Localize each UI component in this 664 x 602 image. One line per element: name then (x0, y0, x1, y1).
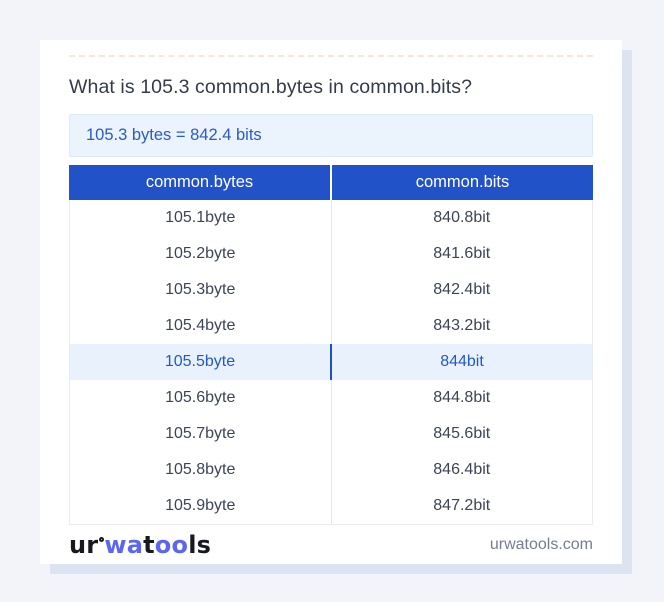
bits-cell: 841.6bit (433, 245, 491, 262)
table-header-bytes: common.bytes (69, 165, 332, 200)
conversion-table: common.bytes common.bits 105.1byte 840.8… (69, 165, 593, 525)
decorative-dashed-line (69, 55, 593, 57)
card-footer: ur watools urwatools.com (69, 525, 593, 564)
bytes-cell: 105.9byte (70, 488, 332, 524)
table-header-row: common.bytes common.bits (69, 165, 593, 200)
table-row: 105.1byte 840.8bit (70, 200, 592, 236)
logo-text-segment: t (143, 530, 155, 559)
converter-card: What is 105.3 common.bytes in common.bit… (40, 40, 622, 564)
page-title: What is 105.3 common.bytes in common.bit… (69, 76, 473, 98)
bits-cell: 844.8bit (433, 389, 491, 406)
bytes-cell: 105.5byte (70, 344, 332, 380)
bits-cell: 840.8bit (433, 209, 491, 226)
logo-text-segment: ur (69, 530, 99, 559)
conversion-result-text: 105.3 bytes = 842.4 bits (86, 126, 262, 144)
table-body: 105.1byte 840.8bit 105.2byte 841.6bit 10… (69, 200, 593, 525)
logo-text-segment: ls (188, 530, 212, 559)
bytes-cell: 105.2byte (70, 236, 332, 272)
logo-text-segment: wa (104, 530, 144, 559)
bits-cell: 843.2bit (433, 317, 491, 334)
bytes-cell: 105.1byte (70, 200, 332, 236)
bits-cell: 847.2bit (433, 497, 491, 514)
bits-cell: 842.4bit (433, 281, 491, 298)
table-row: 105.7byte 845.6bit (70, 416, 592, 452)
bits-cell: 844bit (440, 353, 484, 370)
urwatools-logo[interactable]: ur watools (69, 533, 211, 557)
table-row: 105.5byte 844bit (70, 344, 592, 380)
table-row: 105.3byte 842.4bit (70, 272, 592, 308)
bits-cell: 846.4bit (433, 461, 491, 478)
logo-ring-icon (99, 536, 105, 542)
table-row: 105.8byte 846.4bit (70, 452, 592, 488)
table-header-bits: common.bits (415, 173, 510, 191)
logo-text-segment: oo (154, 530, 189, 559)
bytes-cell: 105.6byte (70, 380, 332, 416)
table-row: 105.9byte 847.2bit (70, 488, 592, 524)
bytes-cell: 105.4byte (70, 308, 332, 344)
bytes-cell: 105.8byte (70, 452, 332, 488)
site-domain-text: urwatools.com (489, 535, 593, 553)
table-row: 105.2byte 841.6bit (70, 236, 592, 272)
bytes-cell: 105.7byte (70, 416, 332, 452)
card-content: What is 105.3 common.bytes in common.bit… (40, 40, 622, 564)
bits-cell: 845.6bit (433, 425, 491, 442)
table-row: 105.6byte 844.8bit (70, 380, 592, 416)
conversion-result-box: 105.3 bytes = 842.4 bits (69, 114, 593, 157)
bytes-cell: 105.3byte (70, 272, 332, 308)
table-row: 105.4byte 843.2bit (70, 308, 592, 344)
